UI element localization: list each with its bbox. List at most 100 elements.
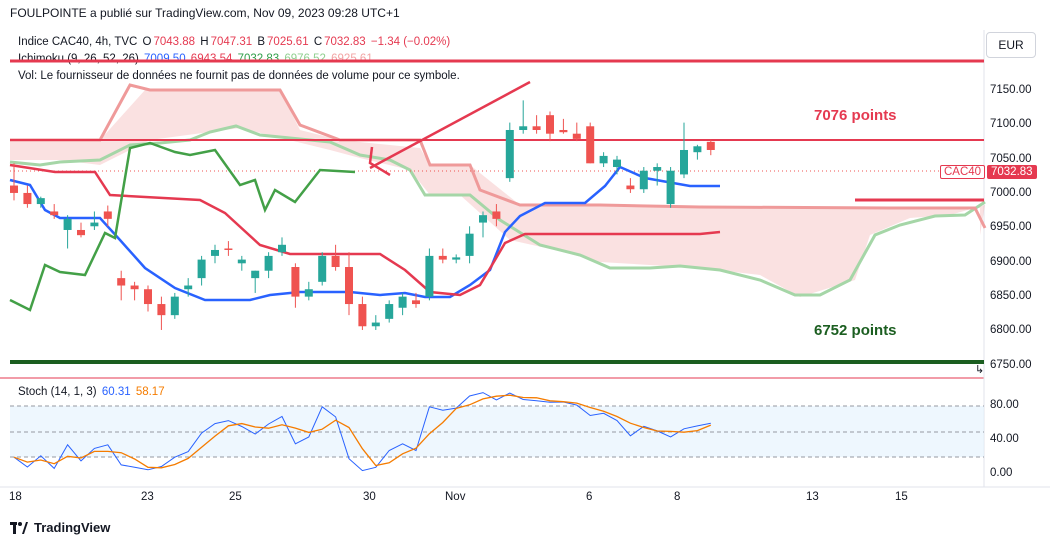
open-value: 7043.88 [153,36,196,48]
ichimoku-span-a [9,124,986,297]
candles-group [10,100,715,330]
candle-body [626,185,635,190]
price-tick: 6850.00 [990,290,1032,302]
candle-body [465,233,474,256]
close-label: C [313,36,323,48]
candle-body [680,149,688,175]
candle-body [559,129,568,133]
candle-body [371,322,380,327]
support-label: 6752 points [814,322,897,339]
candle-body [358,304,367,327]
stoch-tick: 0.00 [990,467,1013,479]
volume-note: Vol: Le fournisseur de données ne fourni… [18,70,460,82]
time-tick: 25 [229,491,242,503]
stoch-k-value: 60.31 [101,386,131,398]
brand[interactable]: TradingView [10,520,110,535]
candle-body [10,185,18,193]
candle-body [519,126,528,130]
time-tick: 6 [586,491,593,503]
price-tick: 6800.00 [990,324,1032,336]
candle-body [23,192,32,205]
stoch-tick: 40.00 [990,433,1019,445]
symbol-label[interactable]: Indice CAC40, 4h, TVC [18,36,138,48]
candle-body [438,255,447,260]
candle-body [412,300,420,305]
candle-body [63,218,72,230]
low-value: 7025.61 [267,36,309,48]
candle-body [546,115,554,134]
ichimoku-tenkan [9,165,720,302]
tradingview-logo-icon [10,521,28,534]
candle-body [103,211,112,219]
ichimoku-kijun [9,163,721,297]
time-tick: 23 [141,491,154,503]
ichimoku-span-b [10,83,987,229]
candle-body [157,304,166,316]
high-label: H [200,36,209,48]
time-tick: 18 [9,491,22,503]
candle-body [345,267,353,305]
candle-body [666,170,675,205]
current-price-name: CAC40 [940,165,986,179]
resistance-label: 7076 points [814,107,897,124]
price-tick: 7050.00 [990,153,1032,165]
candle-body [237,259,246,264]
price-tick: 7100.00 [990,118,1032,130]
candle-body [492,211,501,219]
candle-body [77,229,85,236]
stoch-k-line [13,392,711,472]
candle-body [50,211,59,216]
candle-body [532,126,541,130]
candle-body [653,167,662,171]
price-tick: 7000.00 [990,187,1032,199]
candle-body [117,278,126,286]
candle-body [291,267,300,297]
candle-body [639,170,648,190]
candle-body [144,289,152,305]
candle-body [251,270,260,279]
candle-body [197,259,206,279]
stoch-legend: Stoch (14, 1, 3) 60.31 58.17 [18,386,167,398]
candle-body [224,248,233,250]
candle-body [505,129,514,179]
price-tick: 6900.00 [990,256,1032,268]
price-tick: 6750.00 [990,359,1032,371]
current-price-value: 7032.83 [987,165,1037,179]
ichimoku-cloud [10,90,985,297]
candle-body [170,296,179,316]
candle-body [452,257,461,260]
candle-body [693,146,702,153]
stoch-label[interactable]: Stoch (14, 1, 3) [18,386,97,398]
candle-body [599,155,608,164]
candle-body [425,255,434,297]
candle-body [90,222,99,227]
candle-body [572,133,581,139]
candle-body [385,304,394,319]
time-tick: 8 [674,491,681,503]
time-tick: 15 [895,491,908,503]
candle-body [318,255,327,282]
candle-body [398,296,407,308]
candle-body [278,244,286,253]
arrow-annotation-head [368,146,391,177]
currency-button[interactable]: EUR [986,32,1036,58]
candle-body [304,289,313,297]
candle-body [586,126,595,164]
close-value: 7032.83 [324,36,366,48]
time-tick: Nov [445,491,466,503]
stoch-d-value: 58.17 [135,386,165,398]
candle-body [479,215,487,223]
time-tick: 13 [806,491,819,503]
arrow-annotation-line [369,80,531,170]
candle-body [613,159,621,168]
publisher-line: FOULPOINTE a publié sur TradingView.com,… [10,6,400,20]
candle-body [706,141,715,150]
high-value: 7047.31 [210,36,253,48]
open-label: O [142,36,152,48]
candle-body [130,285,139,290]
candle-body [184,285,193,290]
scroll-arrow-icon[interactable]: ↳ [975,364,985,376]
time-tick: 30 [363,491,376,503]
candle-body [36,198,45,205]
